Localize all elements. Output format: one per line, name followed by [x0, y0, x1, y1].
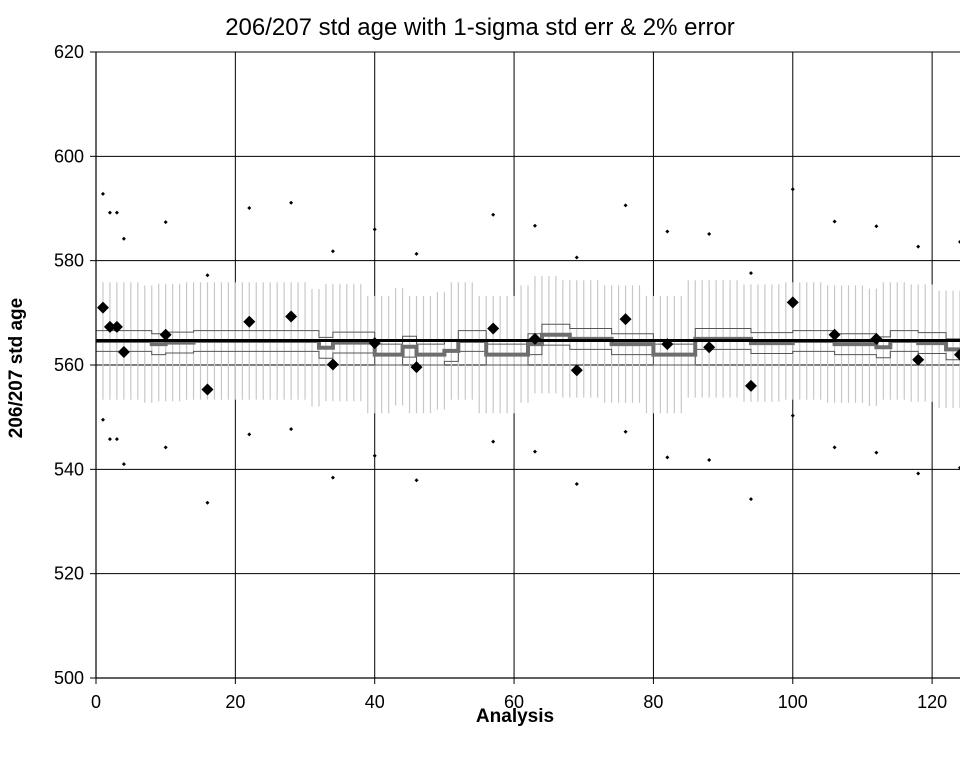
data-point: [619, 313, 632, 326]
sigma-marker: [247, 205, 252, 210]
sigma-marker: [100, 191, 105, 196]
sigma-marker: [623, 429, 628, 434]
sigma-marker: [372, 453, 377, 458]
sigma-marker: [114, 437, 119, 442]
sigma-marker: [623, 203, 628, 208]
data-point: [528, 332, 541, 345]
sigma-marker: [205, 273, 210, 278]
sigma-marker: [289, 427, 294, 432]
data-point: [703, 341, 716, 354]
sigma-marker: [790, 187, 795, 192]
sigma-marker: [491, 439, 496, 444]
chart-title: 206/207 std age with 1-sigma std err & 2…: [225, 14, 735, 41]
sigma-marker: [289, 200, 294, 205]
sigma-marker: [665, 455, 670, 460]
sigma-marker: [414, 251, 419, 256]
data-point: [110, 320, 123, 333]
data-point: [828, 328, 841, 341]
data-point: [570, 364, 583, 377]
x-tick-label: 100: [778, 692, 808, 712]
sigma-marker: [107, 210, 112, 215]
sigma-marker: [574, 255, 579, 260]
data-point: [954, 348, 960, 361]
sigma-marker: [832, 445, 837, 450]
sigma-marker: [532, 223, 537, 228]
sigma-marker: [748, 271, 753, 276]
sigma-marker: [790, 413, 795, 418]
sigma-marker: [874, 450, 879, 455]
sigma-marker: [121, 462, 126, 467]
sigma-marker: [330, 249, 335, 254]
data-point: [159, 328, 172, 341]
sigma-marker: [665, 229, 670, 234]
data-point: [744, 379, 757, 392]
y-tick-label: 500: [54, 668, 84, 688]
sigma-marker: [121, 236, 126, 241]
x-tick-label: 60: [504, 692, 524, 712]
x-tick-label: 40: [365, 692, 385, 712]
data-point: [912, 353, 925, 366]
y-tick-label: 560: [54, 355, 84, 375]
y-tick-label: 520: [54, 564, 84, 584]
data-point: [487, 322, 500, 335]
data-point: [103, 320, 116, 333]
sigma-marker: [574, 481, 579, 486]
tick-labels: 500 520 540 560 580 600 620 0 20 40 60 80 100 120: [54, 42, 947, 712]
y-axis-label: 206/207 std age: [6, 297, 27, 439]
data-point: [410, 361, 423, 374]
data-point: [243, 315, 256, 328]
sigma-marker: [707, 232, 712, 237]
sigma-marker: [874, 224, 879, 229]
y-tick-label: 540: [54, 459, 84, 479]
sigma-marker: [414, 478, 419, 483]
sigma-marker: [916, 244, 921, 249]
sigma-marker: [163, 220, 168, 225]
sigma-marker: [247, 432, 252, 437]
y-tick-label: 580: [54, 251, 84, 271]
x-axis-label: Analysis: [475, 706, 555, 727]
data-point: [285, 310, 298, 323]
y-tick-label: 620: [54, 42, 84, 62]
x-tick-label: 120: [917, 692, 947, 712]
sigma-marker: [372, 227, 377, 232]
axes: [90, 51, 960, 684]
sigma-marker: [163, 445, 168, 450]
data-point: [368, 337, 381, 350]
x-tick-label: 20: [225, 692, 245, 712]
sigma-marker: [832, 219, 837, 224]
data-point: [661, 338, 674, 351]
sigma-marker: [205, 500, 210, 505]
sigma-marker: [107, 437, 112, 442]
x-tick-label: 80: [643, 692, 663, 712]
sigma-marker: [100, 417, 105, 422]
data-point: [326, 358, 339, 371]
data-point: [201, 383, 214, 396]
sigma-marker: [491, 212, 496, 217]
sigma-marker: [114, 210, 119, 215]
data-point: [786, 296, 799, 309]
data-point: [870, 332, 883, 345]
sigma-marker: [532, 449, 537, 454]
y-tick-label: 600: [54, 146, 84, 166]
data-point: [96, 301, 109, 314]
sigma-marker: [916, 471, 921, 476]
sigma-marker: [748, 497, 753, 502]
sigma-marker: [707, 457, 712, 462]
upper-1sigma-line: [96, 323, 960, 345]
data-point: [117, 345, 130, 358]
x-tick-label: 0: [91, 692, 101, 712]
data-points: [96, 187, 960, 505]
sigma-marker: [330, 475, 335, 480]
